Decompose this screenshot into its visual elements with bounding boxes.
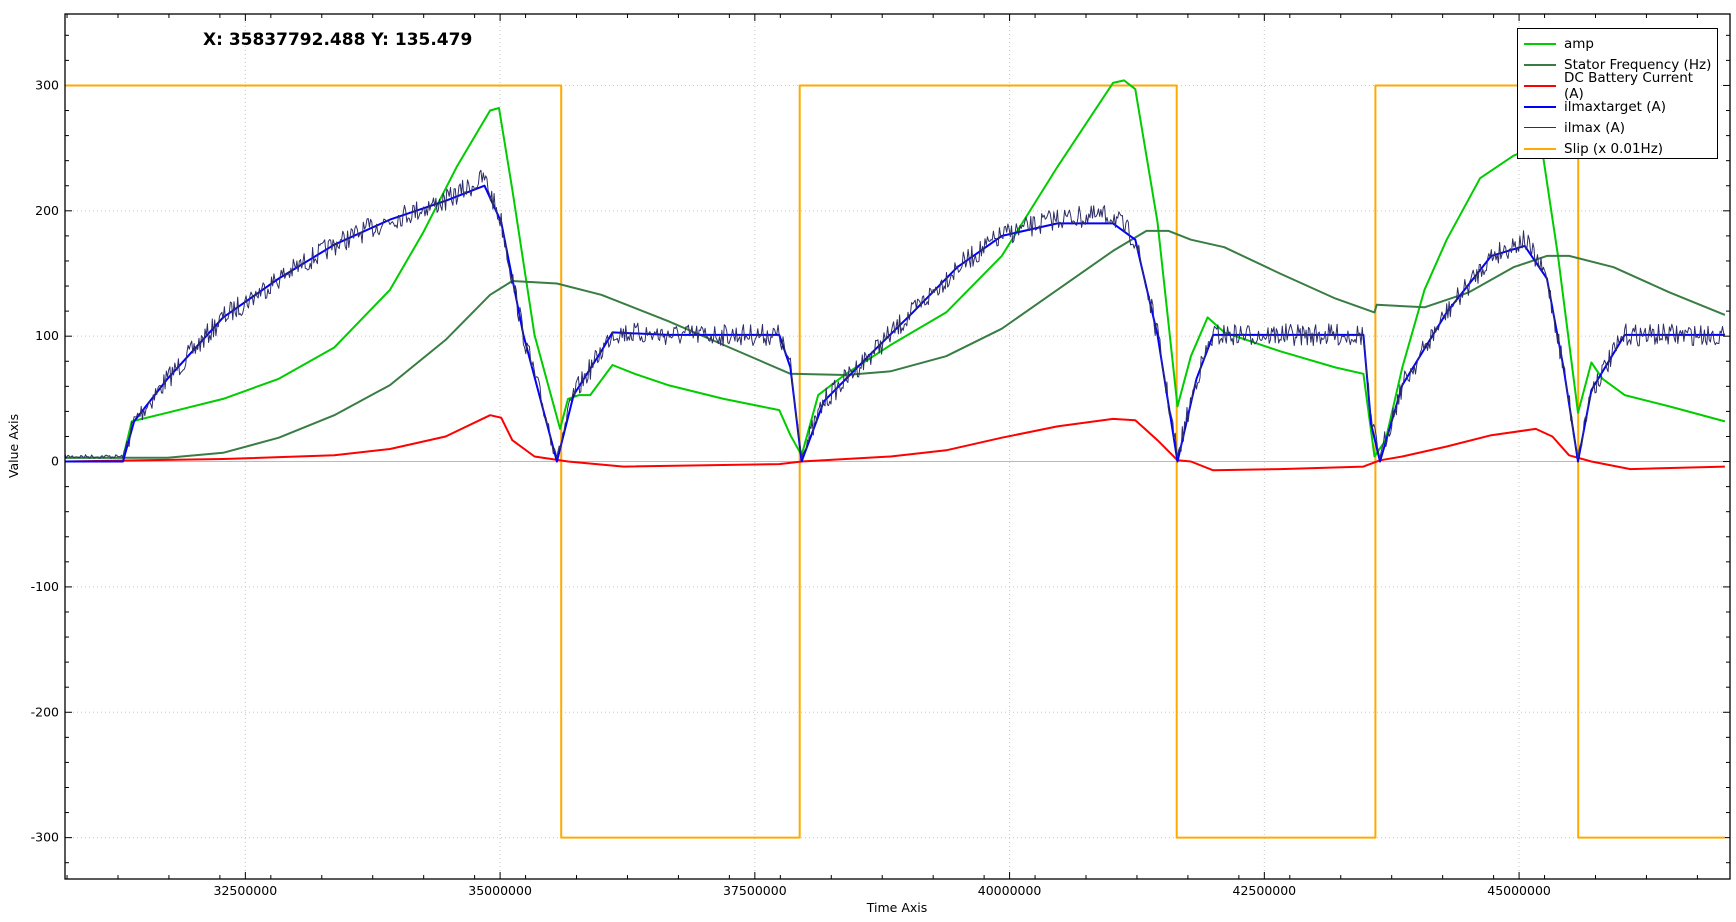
plot-frame — [64, 13, 1731, 880]
x-tick-label: 35000000 — [468, 883, 532, 898]
legend-label: Slip (x 0.01Hz) — [1564, 140, 1664, 157]
series-line-2 — [65, 414, 1725, 472]
legend-label: ilmaxtarget (A) — [1564, 98, 1667, 115]
x-tick-label: 42500000 — [1233, 883, 1297, 898]
y-tick-label: -100 — [31, 579, 59, 594]
series-line-4 — [64, 169, 1726, 459]
y-tick-label: -300 — [31, 830, 59, 845]
y-tick-label: 300 — [35, 77, 59, 92]
y-tick-label: 200 — [35, 203, 59, 218]
series-line-3 — [65, 184, 1725, 463]
x-tick-label: 40000000 — [978, 883, 1042, 898]
legend-item: amp — [1524, 33, 1717, 54]
x-tick-label: 32500000 — [214, 883, 278, 898]
x-axis-label: Time Axis — [866, 900, 928, 915]
cursor-readout: X: 35837792.488 Y: 135.479 — [203, 30, 473, 50]
axis-ticks: 32500000 35000000 37500000 40000000 42500000… — [31, 14, 1730, 898]
legend-item: ilmax (A) — [1524, 117, 1717, 138]
legend-swatch — [1524, 63, 1556, 66]
series-line-1 — [65, 229, 1726, 459]
grid — [65, 14, 1730, 879]
legend-item: Stator Frequency (Hz) — [1524, 54, 1717, 75]
legend-item: DC Battery Current (A) — [1524, 70, 1717, 102]
y-axis-label: Value Axis — [6, 414, 21, 478]
legend-item: Slip (x 0.01Hz) — [1524, 138, 1717, 159]
series-line-0 — [65, 79, 1726, 459]
legend-item: ilmaxtarget (A) — [1524, 96, 1717, 117]
x-tick-label: 45000000 — [1487, 883, 1551, 898]
legend: amp Stator Frequency (Hz) DC Battery Curre… — [1517, 28, 1718, 159]
legend-swatch — [1524, 84, 1556, 87]
y-tick-label: 100 — [35, 328, 59, 343]
legend-swatch — [1524, 127, 1556, 128]
legend-label: ilmax (A) — [1564, 119, 1625, 136]
legend-label: DC Battery Current (A) — [1563, 69, 1694, 102]
y-tick-label: -200 — [31, 704, 59, 719]
legend-swatch — [1524, 42, 1556, 45]
legend-label: amp — [1564, 35, 1594, 52]
legend-swatch — [1524, 147, 1556, 150]
legend-swatch — [1524, 105, 1556, 108]
legend-label: Stator Frequency (Hz) — [1564, 56, 1712, 73]
series-lines — [64, 79, 1726, 839]
y-tick-label: 0 — [51, 454, 59, 469]
x-tick-label: 37500000 — [723, 883, 787, 898]
